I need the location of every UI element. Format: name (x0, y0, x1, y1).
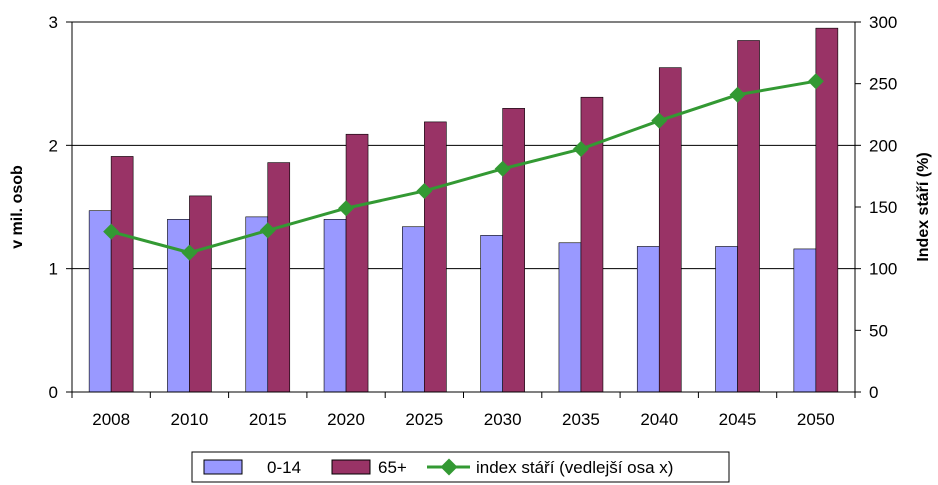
legend-label-0-14: 0-14 (267, 458, 301, 477)
bar-0-14 (88, 210, 112, 393)
y-tick-label: 2 (49, 136, 58, 155)
bar-0-14 (793, 248, 817, 393)
x-tick-label: 2015 (249, 410, 287, 429)
legend-swatch-0-14 (203, 459, 243, 475)
y2-axis-title: Index stáří (%) (915, 152, 932, 261)
bar-0-14 (167, 219, 190, 393)
bar-65plus (345, 133, 369, 393)
index-point (572, 141, 589, 158)
index-point (416, 182, 433, 199)
index-point (338, 200, 355, 217)
y-tick-label: 1 (49, 260, 58, 279)
bar-65plus (189, 195, 212, 393)
x-tick-label: 2045 (719, 410, 757, 429)
x-tick-label: 2030 (484, 410, 522, 429)
legend-swatch-65plus (331, 459, 371, 475)
left-axis: 0 1 2 3 (49, 13, 72, 402)
y-axis-title: v mil. osob (9, 165, 26, 249)
bar-65plus (110, 156, 134, 393)
bar-0-14 (715, 246, 738, 393)
x-tick-label: 2010 (171, 410, 209, 429)
y2-tick-label: 150 (869, 198, 897, 217)
index-point (807, 73, 824, 90)
bar-0-14 (636, 246, 660, 393)
legend: 0-14 65+ index stáří (vedlejší osa x) (191, 451, 730, 483)
x-tick-label: 2020 (327, 410, 365, 429)
right-axis: 0 50 100 150 200 250 300 (855, 13, 897, 402)
y2-tick-label: 50 (869, 321, 888, 340)
bar-0-14 (323, 219, 347, 393)
x-tick-label: 2050 (797, 410, 835, 429)
bar-65plus (424, 121, 447, 393)
bar-0-14 (480, 235, 503, 393)
y2-tick-label: 200 (869, 136, 897, 155)
y-tick-label: 3 (49, 13, 58, 32)
index-line (110, 79, 817, 255)
index-point (651, 112, 668, 129)
line-series (103, 73, 824, 261)
y-tick-label: 0 (49, 383, 58, 402)
bar-0-14 (245, 216, 269, 393)
bars (88, 27, 839, 393)
x-tick-label: 2008 (92, 410, 130, 429)
legend-label-index: index stáří (vedlejší osa x) (476, 458, 673, 477)
bar-65plus (502, 108, 525, 393)
index-point (729, 86, 746, 103)
bar-0-14 (558, 242, 582, 393)
bar-65plus (267, 162, 291, 393)
x-tick-label: 2035 (562, 410, 600, 429)
x-axis: 2008 2010 2015 2020 2025 2030 2035 2040 2045 2050 (71, 392, 856, 429)
x-tick-label: 2025 (405, 410, 443, 429)
bar-0-14 (402, 226, 425, 393)
index-point (181, 244, 198, 261)
index-point (259, 222, 276, 239)
index-point (103, 223, 120, 240)
x-tick-label: 2040 (640, 410, 678, 429)
y2-tick-label: 300 (869, 13, 897, 32)
y2-tick-label: 250 (869, 75, 897, 94)
legend-label-65plus: 65+ (378, 458, 407, 477)
y2-tick-label: 0 (869, 383, 878, 402)
index-point (494, 160, 511, 177)
legend-marker-index (440, 458, 458, 476)
y2-tick-label: 100 (869, 260, 897, 279)
